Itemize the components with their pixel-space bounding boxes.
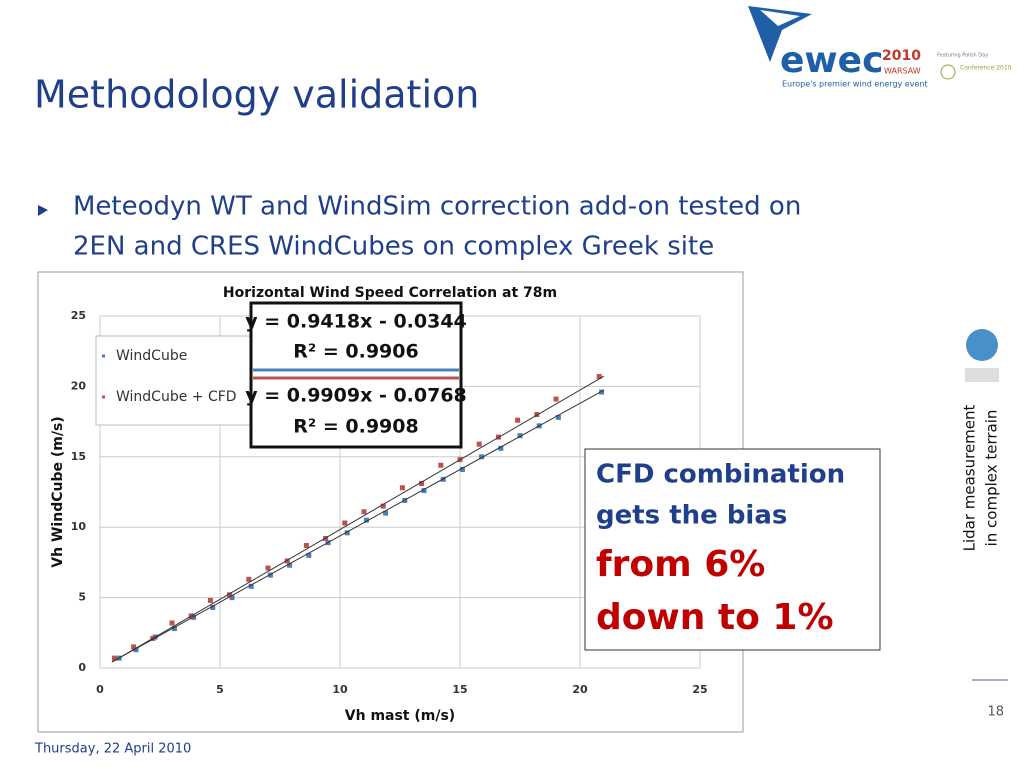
logo-conference: Conference 2010 xyxy=(960,65,1012,72)
data-point xyxy=(287,562,293,568)
data-point xyxy=(267,572,273,578)
bullet-text: Meteodyn WT and WindSim correction add-o… xyxy=(73,192,801,222)
data-point xyxy=(131,644,137,650)
logo-wing-highlight xyxy=(760,10,800,26)
data-point xyxy=(479,454,485,460)
logo-year: 2010 xyxy=(882,48,921,64)
logo-tagline: Europe's premier wind energy event xyxy=(782,80,928,89)
equation-text: y = 0.9909x - 0.0768 xyxy=(245,385,467,407)
data-point xyxy=(363,517,369,523)
y-tick-label: 25 xyxy=(71,309,86,322)
data-point xyxy=(133,647,139,653)
data-point xyxy=(517,433,523,439)
callout-text: gets the bias xyxy=(596,501,787,531)
y-tick-label: 20 xyxy=(71,379,87,392)
data-point xyxy=(498,445,504,451)
x-tick-label: 0 xyxy=(96,683,104,696)
trend-line xyxy=(111,375,605,663)
data-point xyxy=(284,558,290,564)
data-point xyxy=(438,462,444,468)
slide-title: Methodology validation xyxy=(34,73,479,117)
data-point xyxy=(599,389,605,395)
data-point xyxy=(265,565,271,571)
logo-icon xyxy=(940,64,956,80)
footer-date: Thursday, 22 April 2010 xyxy=(34,742,191,757)
data-point xyxy=(596,374,602,380)
x-tick-label: 25 xyxy=(692,683,707,696)
data-point xyxy=(344,530,350,536)
equation-text: R² = 0.9906 xyxy=(293,341,418,363)
equation-box xyxy=(249,301,463,449)
y-tick-label: 15 xyxy=(71,450,86,463)
data-point xyxy=(421,488,427,494)
y-axis-label: Vh WindCube (m/s) xyxy=(50,416,66,567)
globe-icon xyxy=(966,329,998,361)
legend-marker xyxy=(102,395,105,399)
data-point xyxy=(555,414,561,420)
x-tick-label: 20 xyxy=(572,683,588,696)
bullet-text: 2EN and CRES WindCubes on complex Greek … xyxy=(73,232,714,262)
bullet-marker xyxy=(38,205,48,216)
x-axis-label: Vh mast (m/s) xyxy=(345,708,455,724)
data-point xyxy=(361,509,367,515)
data-point xyxy=(303,543,309,549)
side-label: Lidar measurement xyxy=(961,404,979,551)
logo-featuring: Featuring Polish Day xyxy=(937,53,988,59)
y-tick-label: 0 xyxy=(78,661,86,674)
callout-highlight: from 6% xyxy=(596,544,765,585)
side-label: in complex terrain xyxy=(983,410,1001,547)
data-point xyxy=(534,412,540,418)
x-tick-label: 15 xyxy=(452,683,467,696)
data-point xyxy=(383,510,389,516)
globe-shadow xyxy=(965,368,999,382)
data-point xyxy=(246,576,252,582)
data-point xyxy=(380,503,386,509)
data-point xyxy=(399,485,405,491)
y-tick-label: 5 xyxy=(78,591,86,604)
logo-name: ewec xyxy=(780,40,883,81)
legend-marker xyxy=(102,354,105,358)
callout-text: CFD combination xyxy=(596,460,845,490)
legend-label: WindCube + CFD xyxy=(116,389,237,405)
data-point xyxy=(227,592,233,598)
legend-box xyxy=(95,335,254,426)
data-point xyxy=(207,597,213,603)
data-point xyxy=(169,620,175,626)
page-number: 18 xyxy=(987,705,1004,720)
data-point xyxy=(515,417,521,423)
data-point xyxy=(171,626,177,632)
chart-title: Horizontal Wind Speed Correlation at 78m xyxy=(223,285,557,301)
data-point xyxy=(210,604,216,610)
x-tick-label: 5 xyxy=(216,683,224,696)
data-point xyxy=(342,520,348,526)
legend-label: WindCube xyxy=(116,348,187,364)
x-tick-label: 10 xyxy=(332,683,348,696)
y-tick-label: 10 xyxy=(71,520,87,533)
logo-city: WARSAW xyxy=(884,67,921,76)
equation-text: y = 0.9418x - 0.0344 xyxy=(245,311,467,333)
trend-line xyxy=(111,389,605,663)
callout-highlight: down to 1% xyxy=(596,597,834,638)
data-point xyxy=(229,595,235,601)
data-point xyxy=(553,396,559,402)
data-point xyxy=(459,466,465,472)
callout-box xyxy=(584,448,881,651)
data-point xyxy=(476,441,482,447)
equation-text: R² = 0.9908 xyxy=(293,416,418,438)
data-point xyxy=(248,583,254,589)
logo-wing xyxy=(748,6,812,62)
data-point xyxy=(306,552,312,558)
data-point xyxy=(419,481,425,487)
data-point xyxy=(111,655,117,661)
